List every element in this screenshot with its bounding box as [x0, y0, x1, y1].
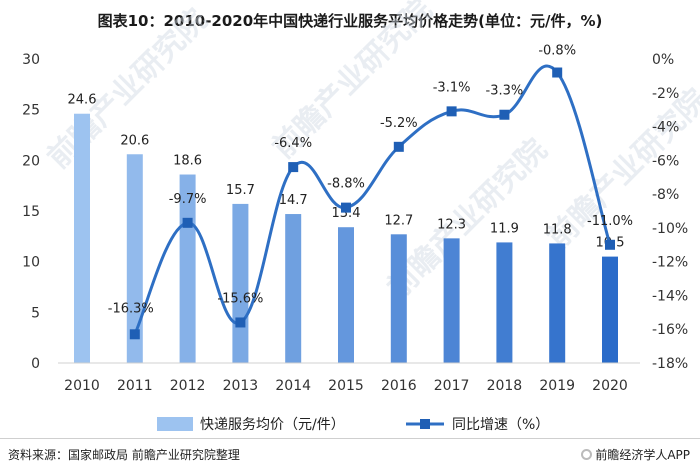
price-bar	[443, 238, 460, 363]
price-bar	[285, 214, 302, 363]
price-bars: 24.6 20.6 18.6 15.7 14.7 13.4 12.7 12.3 11.9 11.8…	[68, 93, 624, 363]
price-bar-label: 13.4	[332, 206, 361, 221]
price-bar-label: 12.3	[437, 217, 466, 232]
x-axis-ticks: 2010 2011 2012 2013 2014 2015 2016 2017 2018 2019…	[58, 362, 640, 394]
chart-legend: 快递服务均价（元/件） 同比增速（%）	[157, 417, 549, 433]
price-bar	[74, 113, 90, 363]
x-axis-tick: 2016	[381, 378, 417, 394]
x-axis-tick: 2019	[539, 378, 575, 394]
brand-footer: 前瞻经济学人APP	[581, 446, 690, 463]
footer-divider	[0, 438, 700, 439]
growth-label: -9.7%	[169, 192, 207, 207]
growth-label: -3.1%	[433, 80, 471, 95]
left-axis-tick: 30	[22, 52, 40, 68]
growth-marker	[182, 217, 193, 228]
right-axis-tick: -4%	[652, 120, 679, 136]
price-bar-label: 11.9	[490, 221, 519, 236]
legend-bar-label: 快递服务均价（元/件）	[200, 417, 345, 433]
price-bar	[232, 203, 249, 363]
right-axis-tick: -6%	[652, 153, 679, 169]
x-axis-tick: 2013	[223, 378, 259, 394]
growth-marker	[393, 141, 404, 152]
right-axis-tick: -8%	[652, 187, 679, 203]
growth-marker	[129, 329, 140, 340]
x-axis-tick: 2010	[64, 378, 100, 394]
right-axis-tick: -12%	[652, 255, 688, 271]
price-bar-label: 15.7	[226, 183, 255, 198]
x-axis-tick: 2015	[328, 378, 364, 394]
growth-label: -16.3%	[108, 301, 154, 316]
chart-title: 图表10：2010-2020年中国快递行业服务平均价格走势(单位：元/件，%)	[97, 12, 603, 30]
price-bar-label: 20.6	[120, 133, 149, 148]
price-bar-label: 24.6	[68, 93, 97, 108]
price-bar-label: 18.6	[173, 154, 202, 169]
right-axis-tick: -18%	[652, 356, 688, 372]
legend-line-label: 同比增速（%）	[452, 417, 549, 433]
x-axis-tick: 2012	[170, 378, 206, 394]
growth-marker	[499, 109, 510, 120]
right-axis-tick: 0%	[652, 52, 674, 68]
legend-line-marker	[420, 419, 430, 429]
left-axis-tick: 15	[22, 204, 40, 220]
growth-marker	[288, 162, 299, 173]
growth-marker	[341, 202, 351, 213]
watermark-text: 前瞻产业研究院	[41, 2, 214, 175]
price-bar	[126, 154, 143, 363]
growth-label: -5.2%	[380, 116, 418, 131]
right-axis-tick: -16%	[652, 322, 688, 338]
x-axis-tick: 2018	[487, 378, 523, 394]
legend-bar-swatch	[157, 417, 193, 431]
growth-label: -6.4%	[274, 136, 312, 151]
left-axis-tick: 5	[31, 305, 40, 321]
right-axis-tick: -2%	[652, 86, 679, 102]
price-bar-label: 12.7	[384, 213, 413, 228]
x-axis-tick: 2017	[434, 378, 470, 394]
growth-marker	[446, 106, 457, 117]
right-axis-tick: -10%	[652, 221, 688, 237]
price-bar	[390, 234, 407, 363]
right-axis-tick: -14%	[652, 288, 688, 304]
right-axis-ticks: 0% -2% -4% -6% -8% -10% -12% -14% -16% -18%	[652, 52, 688, 372]
left-axis-ticks: 0 5 10 15 20 25 30	[22, 52, 40, 372]
price-bar	[602, 256, 618, 363]
growth-label: -3.3%	[486, 84, 524, 99]
price-bar	[549, 243, 566, 363]
left-axis-tick: 0	[31, 356, 40, 372]
price-bar-label: 14.7	[279, 193, 308, 208]
growth-marker	[552, 67, 563, 78]
growth-label: -15.6%	[217, 291, 263, 306]
x-axis-tick: 2020	[592, 378, 628, 394]
price-bar-label: 11.8	[543, 222, 572, 237]
growth-line: -16.3% -9.7% -15.6% -6.4% -8.8% -5.2% -3.1% -3.…	[108, 44, 633, 340]
left-axis-tick: 20	[22, 153, 40, 169]
price-bar	[496, 242, 513, 363]
growth-marker	[235, 317, 246, 328]
x-axis-tick: 2014	[275, 378, 311, 394]
brand-name: 前瞻经济学人APP	[595, 448, 690, 462]
left-axis-tick: 10	[22, 255, 40, 271]
source-note: 资料来源：国家邮政局 前瞻产业研究院整理	[8, 448, 240, 462]
growth-label: -8.8%	[327, 177, 365, 192]
left-axis-tick: 25	[22, 103, 40, 119]
x-axis-tick: 2011	[117, 378, 153, 394]
growth-marker	[605, 239, 615, 250]
growth-line-path	[133, 64, 612, 335]
price-bar	[338, 227, 354, 363]
growth-label: -11.0%	[587, 214, 633, 229]
growth-label: -0.8%	[538, 44, 576, 59]
brand-logo-icon	[581, 449, 593, 460]
